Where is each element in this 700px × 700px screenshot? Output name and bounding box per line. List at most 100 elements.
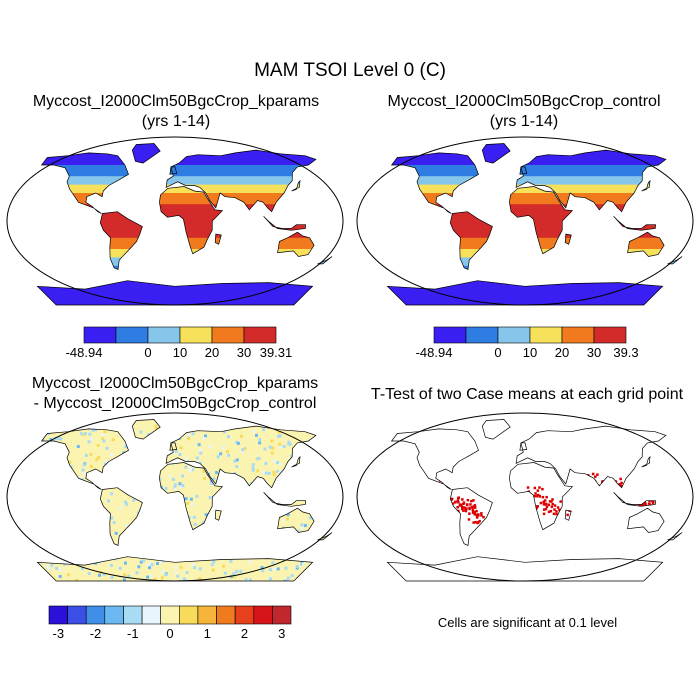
difference-cell [240,434,243,438]
difference-cell [19,571,22,574]
coastline-nz [667,256,683,265]
panel1-title-line2: (yrs 1-14) [141,113,211,130]
colorbar-label: 0 [144,345,151,360]
difference-cell [324,549,328,553]
significant-cell [624,497,627,500]
difference-cell [244,578,248,581]
difference-cell [218,420,222,424]
difference-cell [51,494,55,498]
difference-cell [103,430,107,434]
difference-cell [24,493,27,496]
difference-cell [176,547,180,551]
temperature-band [37,260,333,264]
colorbar-label: 30 [587,345,601,360]
difference-cell [232,424,236,428]
significant-cell [444,477,447,480]
significant-cell [547,503,551,506]
difference-cell [150,563,154,567]
significant-cell [633,500,636,504]
difference-cell [51,414,54,417]
difference-cell [236,550,240,554]
significant-cell [638,493,641,496]
difference-cell [135,547,139,550]
difference-cell [205,542,209,546]
difference-cell [279,474,283,478]
difference-cell [160,513,163,517]
temperature-band [387,207,683,211]
difference-cell [265,549,269,553]
difference-cell [62,413,65,416]
difference-cell [269,419,273,423]
difference-cell [323,454,327,457]
difference-cell [182,506,186,510]
difference-cell [178,425,182,429]
difference-cell [194,424,198,428]
difference-cell [116,467,120,471]
difference-cell [37,575,41,579]
difference-cell [155,427,158,431]
difference-cell [140,545,144,549]
difference-cell [242,486,246,490]
difference-cell [231,531,235,535]
difference-cell [70,509,74,513]
difference-cell [132,498,136,502]
difference-cell [186,501,190,505]
difference-cell [215,419,219,423]
difference-cell [63,513,67,517]
difference-cell [169,512,173,515]
difference-cell [251,466,255,470]
significant-cell [643,501,647,505]
significant-cell [445,477,449,481]
difference-cell [174,526,178,530]
difference-cell [139,430,143,434]
difference-cell [241,545,245,548]
colorbar-label: 10 [523,345,537,360]
temperature-band [37,218,333,222]
difference-cell [182,577,186,581]
difference-cell [93,552,97,556]
significant-cell [637,498,640,502]
colorbar-swatch [104,605,124,625]
coastline-eurasia [515,425,667,489]
colorbar-swatch [211,326,245,344]
temperature-band [387,263,683,267]
difference-cell [160,576,164,580]
difference-cell [326,479,330,483]
difference-cell [161,499,165,503]
significant-cell [473,504,477,507]
difference-cell [66,412,69,415]
difference-cell [200,556,203,560]
difference-cell [282,445,286,448]
difference-cell [280,469,283,473]
difference-cell [290,574,294,578]
difference-cell [167,544,171,548]
difference-cell [159,446,163,450]
difference-cell [154,488,158,492]
difference-cell [53,534,57,538]
difference-cell [208,444,212,448]
difference-cell [274,519,278,523]
difference-cell [15,516,18,519]
difference-cell [305,499,309,503]
difference-cell [237,521,240,525]
difference-cell [50,470,54,474]
significant-cell [535,507,538,510]
temperature-band [355,140,695,143]
difference-cell [56,421,60,424]
coastline-madagascar [214,233,222,245]
significance-note: Cells are significant at 0.1 level [437,615,618,630]
difference-cell [99,484,103,488]
difference-cell [101,540,105,544]
difference-cell [21,491,24,494]
difference-cell [93,549,97,553]
difference-cell [203,476,206,480]
coastline-samerica [449,211,493,271]
difference-cell [33,416,36,419]
difference-cell [272,567,276,571]
significant-cell [639,507,642,511]
panel3-title-line2: - Myccost_I2000Clm50BgcCrop_control [33,395,317,412]
temperature-band [37,181,333,186]
difference-cell [47,567,51,571]
difference-cell [59,514,63,518]
difference-cell [14,448,17,451]
